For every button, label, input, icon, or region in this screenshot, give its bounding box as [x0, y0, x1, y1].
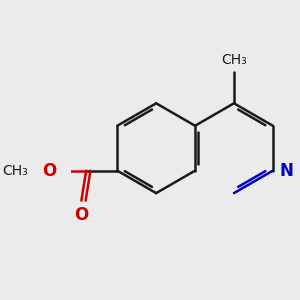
- Text: N: N: [279, 162, 293, 180]
- Text: CH₃: CH₃: [221, 53, 247, 68]
- Text: O: O: [74, 206, 88, 224]
- Text: O: O: [43, 162, 57, 180]
- Text: CH₃: CH₃: [2, 164, 28, 178]
